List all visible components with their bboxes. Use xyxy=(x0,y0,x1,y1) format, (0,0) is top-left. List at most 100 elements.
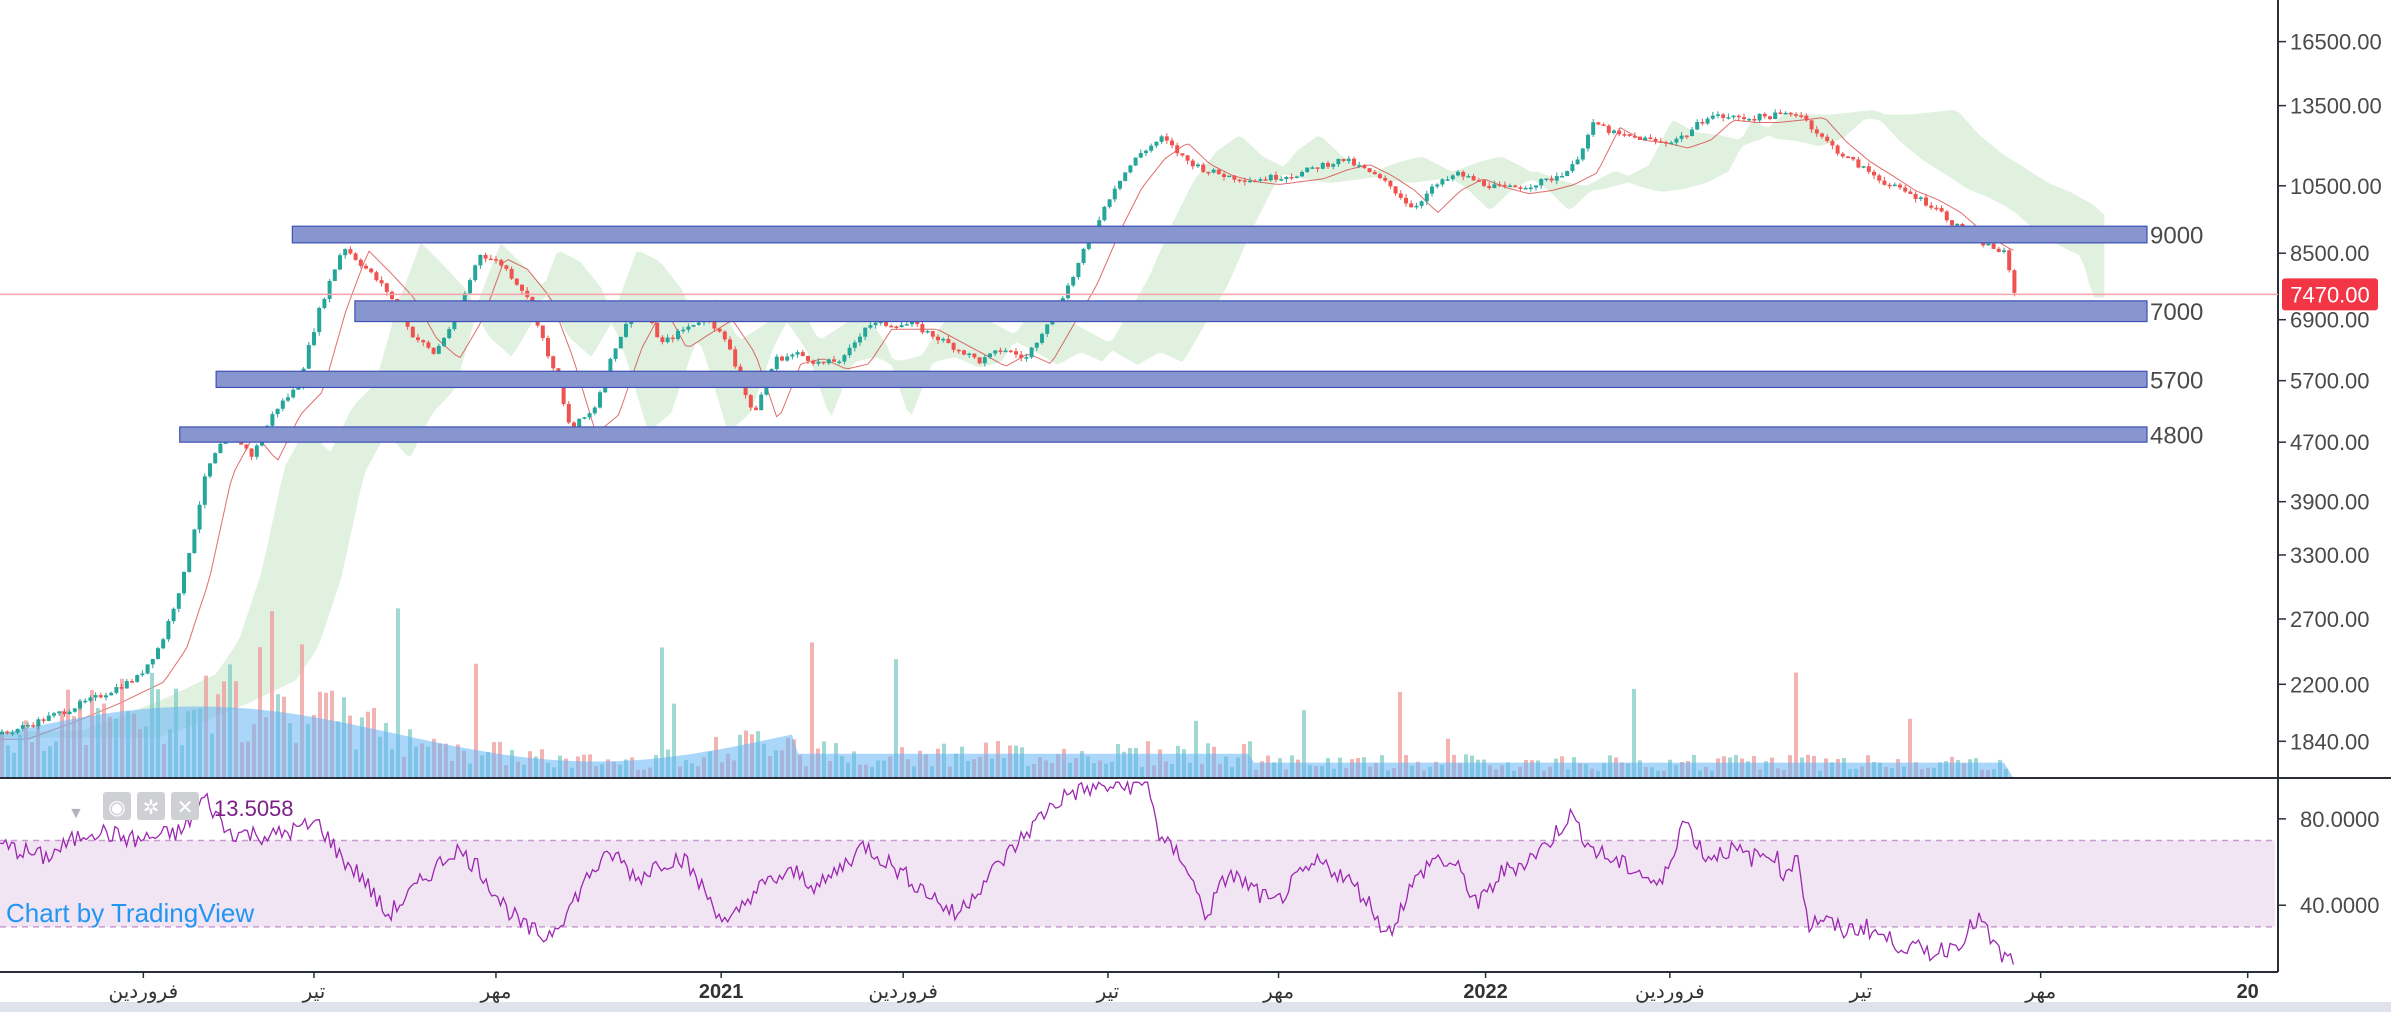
candle-body xyxy=(426,342,431,348)
candle-body xyxy=(1528,187,1533,190)
candle-body xyxy=(572,422,576,427)
candle-body xyxy=(1123,172,1128,181)
candle-body xyxy=(1502,184,1507,187)
candle-body xyxy=(977,357,982,364)
candle-body xyxy=(1846,156,1850,158)
time-tick-label: تیر xyxy=(1096,981,1120,1003)
candle-body xyxy=(514,278,519,285)
candle-body xyxy=(1747,118,1752,121)
price-tick-label: 16500.00 xyxy=(2290,30,2382,55)
candle-body xyxy=(1024,357,1029,359)
candle-body xyxy=(327,280,332,299)
candle-body xyxy=(1289,176,1294,179)
candle-body xyxy=(280,400,285,409)
candle-body xyxy=(150,658,155,665)
zone-label-9000: 9000 xyxy=(2150,223,2203,250)
candle-body xyxy=(691,324,696,327)
price-axis[interactable]: 16500.00 13500.00 10500.00 8500.00 6900.00 57… xyxy=(2278,30,2382,755)
candle-body xyxy=(1149,145,1154,151)
collapse-arrow-icon[interactable]: ▼ xyxy=(68,805,84,822)
candle-body xyxy=(1008,350,1013,353)
candle-body xyxy=(1778,112,1783,114)
price-tick-label: 3900.00 xyxy=(2290,490,2370,515)
candle-body xyxy=(1066,285,1070,299)
candle-body xyxy=(1487,185,1492,189)
candle-body xyxy=(1102,206,1107,221)
candle-body xyxy=(1570,164,1575,172)
candle-body xyxy=(1809,120,1814,130)
candle-body xyxy=(1877,175,1882,181)
candle-body xyxy=(353,253,358,260)
candle-body xyxy=(951,343,956,350)
candle-body xyxy=(109,692,114,696)
candle-body xyxy=(384,283,389,292)
candle-body xyxy=(436,345,441,354)
candle-body xyxy=(431,347,436,354)
candle-body xyxy=(1107,199,1112,207)
candle-body xyxy=(171,608,176,622)
candle-body xyxy=(416,337,420,341)
candle-body xyxy=(218,443,223,454)
candle-body xyxy=(1596,122,1601,125)
candle-body xyxy=(795,352,800,355)
candle-body xyxy=(1071,277,1076,286)
candle-body xyxy=(1872,171,1876,176)
volume-bar xyxy=(1302,710,1306,778)
candle-body xyxy=(473,265,478,281)
candle-body xyxy=(1029,347,1034,358)
remove-button[interactable] xyxy=(171,792,199,820)
candle-body xyxy=(166,621,171,640)
candle-body xyxy=(1554,176,1559,181)
candle-body xyxy=(1430,186,1434,194)
candle-body xyxy=(1830,141,1835,146)
time-axis[interactable]: فروردین تیر مهر 2021 فروردین تیر مهر 2022 فروردی… xyxy=(109,972,2259,1003)
candle-body xyxy=(332,269,337,281)
price-tick-label: 8500.00 xyxy=(2290,241,2370,266)
candle-body xyxy=(364,265,368,269)
candle-body xyxy=(582,417,587,419)
candle-body xyxy=(561,387,566,405)
candle-body xyxy=(1404,197,1408,204)
candle-body xyxy=(478,254,483,266)
candle-body xyxy=(135,675,140,682)
candle-body xyxy=(1929,205,1934,208)
tradingview-watermark[interactable]: Chart by TradingView xyxy=(6,898,254,928)
volume-bar xyxy=(810,642,814,778)
candle-body xyxy=(1424,193,1429,202)
candle-body xyxy=(1606,125,1611,133)
candle-body xyxy=(1544,178,1549,181)
candle-body xyxy=(717,328,722,332)
candle-body xyxy=(520,284,524,291)
bottom-scroll-strip[interactable] xyxy=(0,1002,2391,1012)
candle-body xyxy=(1414,205,1419,208)
volume-bar xyxy=(1398,691,1402,778)
candle-body xyxy=(1284,176,1289,180)
candle-body xyxy=(504,265,509,269)
support-resistance-zones[interactable]: 9000 7000 5700 4800 xyxy=(179,223,2204,450)
rsi-legend[interactable]: ▼ ◉ ✲ ✕ 13.5058 xyxy=(68,792,294,822)
candle-body xyxy=(1357,165,1362,167)
candle-body xyxy=(1279,179,1284,181)
candle-body xyxy=(1918,197,1923,199)
candle-body xyxy=(878,321,883,324)
candle-body xyxy=(202,476,207,505)
candle-body xyxy=(312,332,316,346)
candle-body xyxy=(1263,179,1268,181)
candle-body xyxy=(1768,116,1772,119)
rsi-tick-label: 80.0000 xyxy=(2300,807,2380,832)
candle-body xyxy=(837,361,842,364)
settings-button[interactable] xyxy=(137,792,165,820)
candle-body xyxy=(1398,193,1403,198)
candle-body xyxy=(852,342,857,348)
volume-bar xyxy=(1908,718,1912,778)
rsi-axis[interactable]: 80.0000 40.0000 xyxy=(2278,807,2380,918)
candle-body xyxy=(1154,141,1159,146)
candle-body xyxy=(1445,179,1450,181)
candle-body xyxy=(1518,187,1523,189)
candle-body xyxy=(2012,270,2017,293)
candle-body xyxy=(1840,153,1845,157)
candle-body xyxy=(1788,112,1793,115)
visibility-button[interactable] xyxy=(103,792,131,820)
